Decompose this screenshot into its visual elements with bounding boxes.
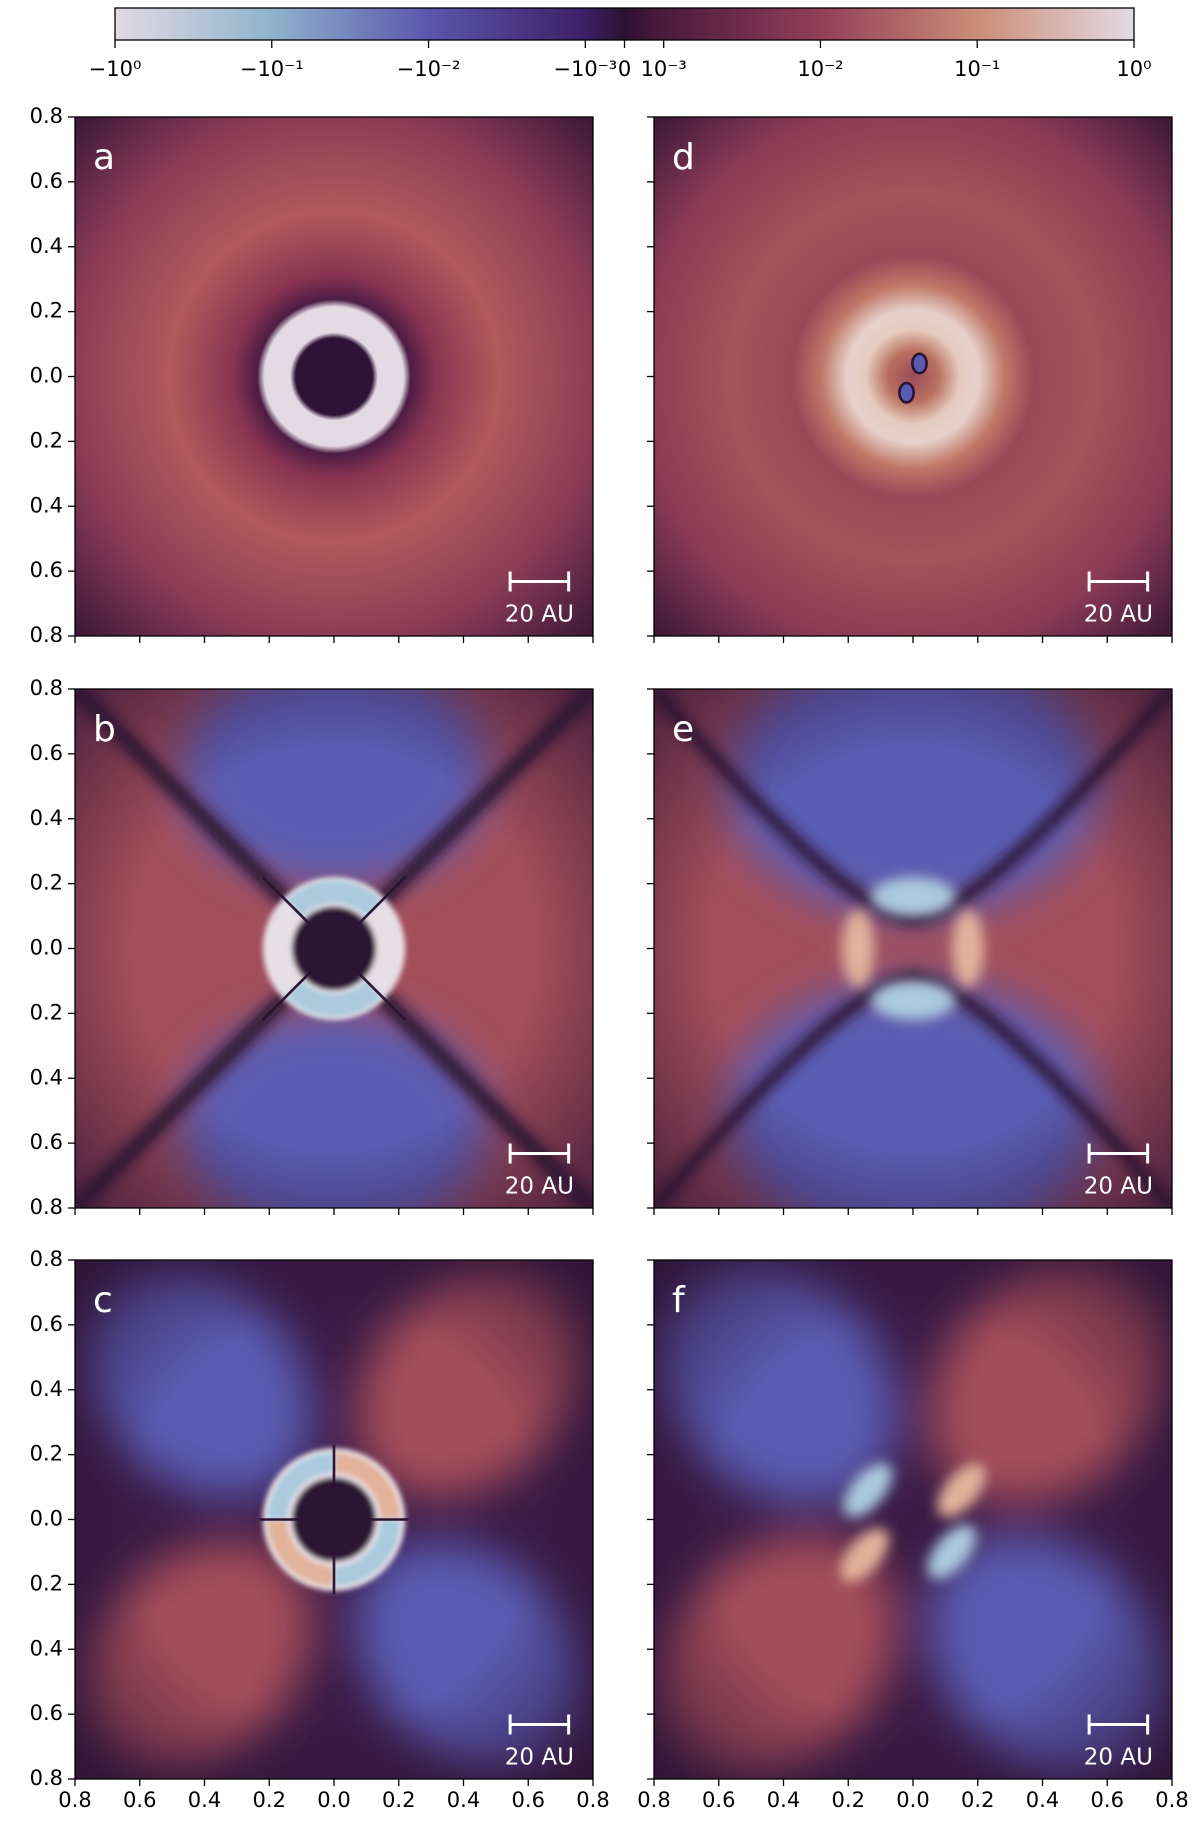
colorbar-tick-label: 10⁻² [797,57,843,81]
colorbar-tick-label: −10⁻³ [553,57,617,81]
panel-label: a [93,137,115,178]
y-tick-label: 0.2 [30,1571,63,1595]
core-lobe [843,1463,892,1518]
scale-bar [1087,1714,1150,1735]
colorbar-tick-label: 10⁻¹ [954,57,1000,81]
scale-bar [1087,1143,1150,1164]
y-tick-label: 0.0 [30,1507,63,1531]
y-tick-label: 0.4 [30,234,63,258]
x-tick-label: 0.8 [58,1788,91,1812]
y-tick-label: 0.4 [30,1377,63,1401]
panel [75,117,593,636]
scale-bar [508,1714,571,1735]
y-tick-label: 0.8 [30,623,63,647]
x-tick-label: 0.4 [1026,1788,1059,1812]
y-tick-label: 0.8 [30,1766,63,1790]
panel [654,117,1172,636]
core-lobe [870,980,956,1020]
core [841,877,985,1020]
y-tick-label: 0.8 [30,676,63,700]
vignette [654,689,1172,1208]
y-tick-label: 0.4 [30,806,63,830]
panel-label: b [93,709,116,750]
vignette [654,1260,1172,1779]
scale-bar-label: 20 AU [1084,1174,1153,1200]
y-tick-label: 0.0 [30,364,63,388]
y-tick-label: 0.8 [30,1247,63,1271]
x-tick-label: 0.6 [512,1788,545,1812]
panel-label: c [93,1280,113,1321]
ring-arc [266,880,402,1017]
core-lobe [911,352,928,375]
scale-bar [508,571,571,592]
scale-bar-label: 20 AU [505,602,574,628]
x-tick-label: 0.2 [382,1788,415,1812]
x-tick-label: 0.2 [961,1788,994,1812]
y-tick-label: 0.6 [30,1130,63,1154]
map [75,117,593,636]
y-tick-label: 0.4 [30,493,63,517]
y-tick-label: 0.2 [30,1442,63,1466]
core-lobe [927,1524,977,1579]
scale-bar-label: 20 AU [505,1174,574,1200]
y-tick-label: 0.8 [30,104,63,128]
y-tick-label: 0.4 [30,1065,63,1089]
y-tick-label: 0.2 [30,299,63,323]
panel [654,1260,1172,1779]
colorbar-tick-label: 0 [618,57,631,81]
x-tick-label: 0.8 [576,1788,609,1812]
colorbar-tick-label: 10⁰ [1116,57,1151,81]
x-tick-label: 0.0 [317,1788,350,1812]
y-tick-label: 0.2 [30,428,63,452]
y-tick-label: 0.0 [30,936,63,960]
x-tick-label: 0.2 [253,1788,286,1812]
core-lobe [951,909,985,988]
y-tick-label: 0.6 [30,1312,63,1336]
x-tick-label: 0.0 [896,1788,929,1812]
panel-label: e [672,709,694,750]
y-tick-label: 0.6 [30,741,63,765]
y-tick-label: 0.4 [30,1636,63,1660]
colorbar-tick-label: −10⁰ [89,57,142,81]
y-tick-label: 0.6 [30,169,63,193]
scale-bar-label: 20 AU [1084,1745,1153,1771]
y-tick-label: 0.2 [30,1000,63,1024]
y-tick-label: 0.6 [30,558,63,582]
x-tick-label: 0.4 [188,1788,221,1812]
core [840,1463,986,1583]
core-lobe [898,381,915,404]
y-tick-label: 0.8 [30,1195,63,1219]
null-line [261,876,407,1021]
panel-label: f [672,1280,686,1321]
core-lobe [870,877,956,917]
scale-bar [508,1143,571,1164]
panel-label: d [672,137,695,178]
panel [654,689,1172,1208]
x-tick-label: 0.6 [1091,1788,1124,1812]
x-tick-label: 0.6 [702,1788,735,1812]
y-tick-label: 0.2 [30,871,63,895]
scale-bar-label: 20 AU [1084,602,1153,628]
x-tick-label: 0.4 [767,1788,800,1812]
core-lobe [840,1528,889,1583]
x-tick-label: 0.8 [1155,1788,1188,1812]
x-tick-label: 0.4 [447,1788,480,1812]
colorbar [114,7,1135,41]
x-tick-label: 0.6 [123,1788,156,1812]
map [654,117,1172,636]
core-lobe [841,909,875,988]
core-lobe [937,1463,986,1518]
scale-bar-label: 20 AU [505,1745,574,1771]
colorbar-tick-label: −10⁻¹ [240,57,304,81]
colorbar-tick-label: −10⁻² [397,57,461,81]
scale-bar [1087,571,1150,592]
x-tick-label: 0.8 [637,1788,670,1812]
colorbar-tick-label: 10⁻³ [641,57,687,81]
x-tick-label: 0.2 [832,1788,865,1812]
panel [75,689,593,1208]
y-tick-label: 0.6 [30,1701,63,1725]
panel [75,1260,593,1779]
